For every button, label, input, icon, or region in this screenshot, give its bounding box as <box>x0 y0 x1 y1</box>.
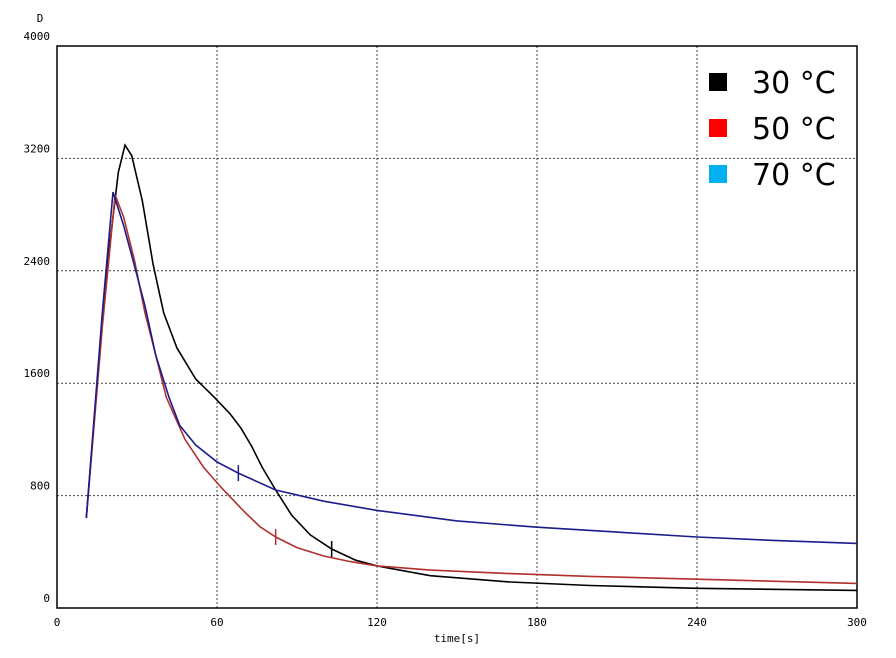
plot-frame <box>56 45 858 609</box>
legend-swatch <box>709 119 727 137</box>
legend-swatch <box>709 165 727 183</box>
y-tick-label: 0 <box>43 592 50 605</box>
x-tick-label: 120 <box>367 616 387 629</box>
y-tick-label: 4000 <box>24 30 51 43</box>
x-tick-label: 0 <box>54 616 61 629</box>
x-tick-label: 300 <box>847 616 867 629</box>
legend-label: 30 °C <box>752 66 836 101</box>
y-tick-label: 3200 <box>24 142 51 155</box>
y-tick-label: 800 <box>30 480 50 493</box>
legend-label: 70 °C <box>752 158 836 193</box>
x-axis-label: time[s] <box>434 632 480 645</box>
data-line <box>85 143 858 592</box>
data-line <box>85 191 858 545</box>
data-line <box>85 194 858 585</box>
y-tick-label: 2400 <box>24 255 51 268</box>
x-tick-label: 60 <box>210 616 223 629</box>
x-tick-label: 240 <box>687 616 707 629</box>
legend-swatch <box>709 73 727 91</box>
legend-label: 50 °C <box>752 112 836 147</box>
y-axis-label: D <box>37 12 44 25</box>
x-tick-label: 180 <box>527 616 547 629</box>
y-tick-label: 1600 <box>24 367 51 380</box>
